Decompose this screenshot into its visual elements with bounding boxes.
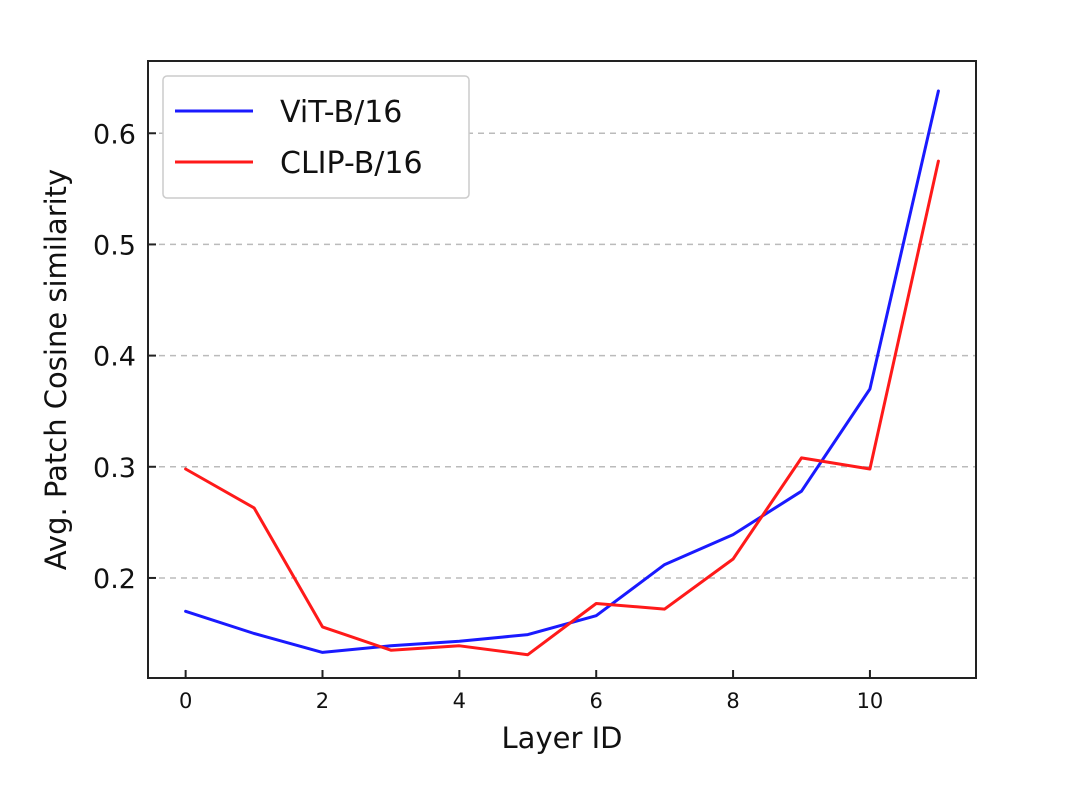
plot-frame xyxy=(147,60,977,679)
y-tick-label-2: 0.4 xyxy=(93,342,136,373)
x-axis-title: Layer ID xyxy=(502,721,623,755)
x-tick-label-0: 0 xyxy=(179,689,192,713)
y-tick-label-0: 0.2 xyxy=(93,564,136,595)
legend-label-vit: ViT-B/16 xyxy=(280,95,402,130)
y-tick-label-3: 0.5 xyxy=(93,230,136,261)
x-tick-label-1: 2 xyxy=(316,689,329,713)
axis-ticks: 0.2 0.3 0.4 0.5 0.6 0 2 4 6 8 10 xyxy=(93,119,883,713)
grid-lines xyxy=(148,132,976,579)
x-tick-label-4: 8 xyxy=(726,689,739,713)
legend: ViT-B/16 CLIP-B/16 xyxy=(162,75,470,199)
series-lines xyxy=(184,89,940,657)
series-line-1 xyxy=(184,159,940,657)
x-tick-label-5: 10 xyxy=(857,689,884,713)
legend-box xyxy=(162,75,470,199)
y-tick-label-4: 0.6 xyxy=(93,119,136,150)
x-tick-label-2: 4 xyxy=(453,689,466,713)
legend-label-clip: CLIP-B/16 xyxy=(280,146,423,181)
series-line-0 xyxy=(184,89,940,654)
x-tick-label-3: 6 xyxy=(590,689,603,713)
y-axis-title: Avg. Patch Cosine similarity xyxy=(39,169,73,570)
y-tick-label-1: 0.3 xyxy=(93,453,136,484)
